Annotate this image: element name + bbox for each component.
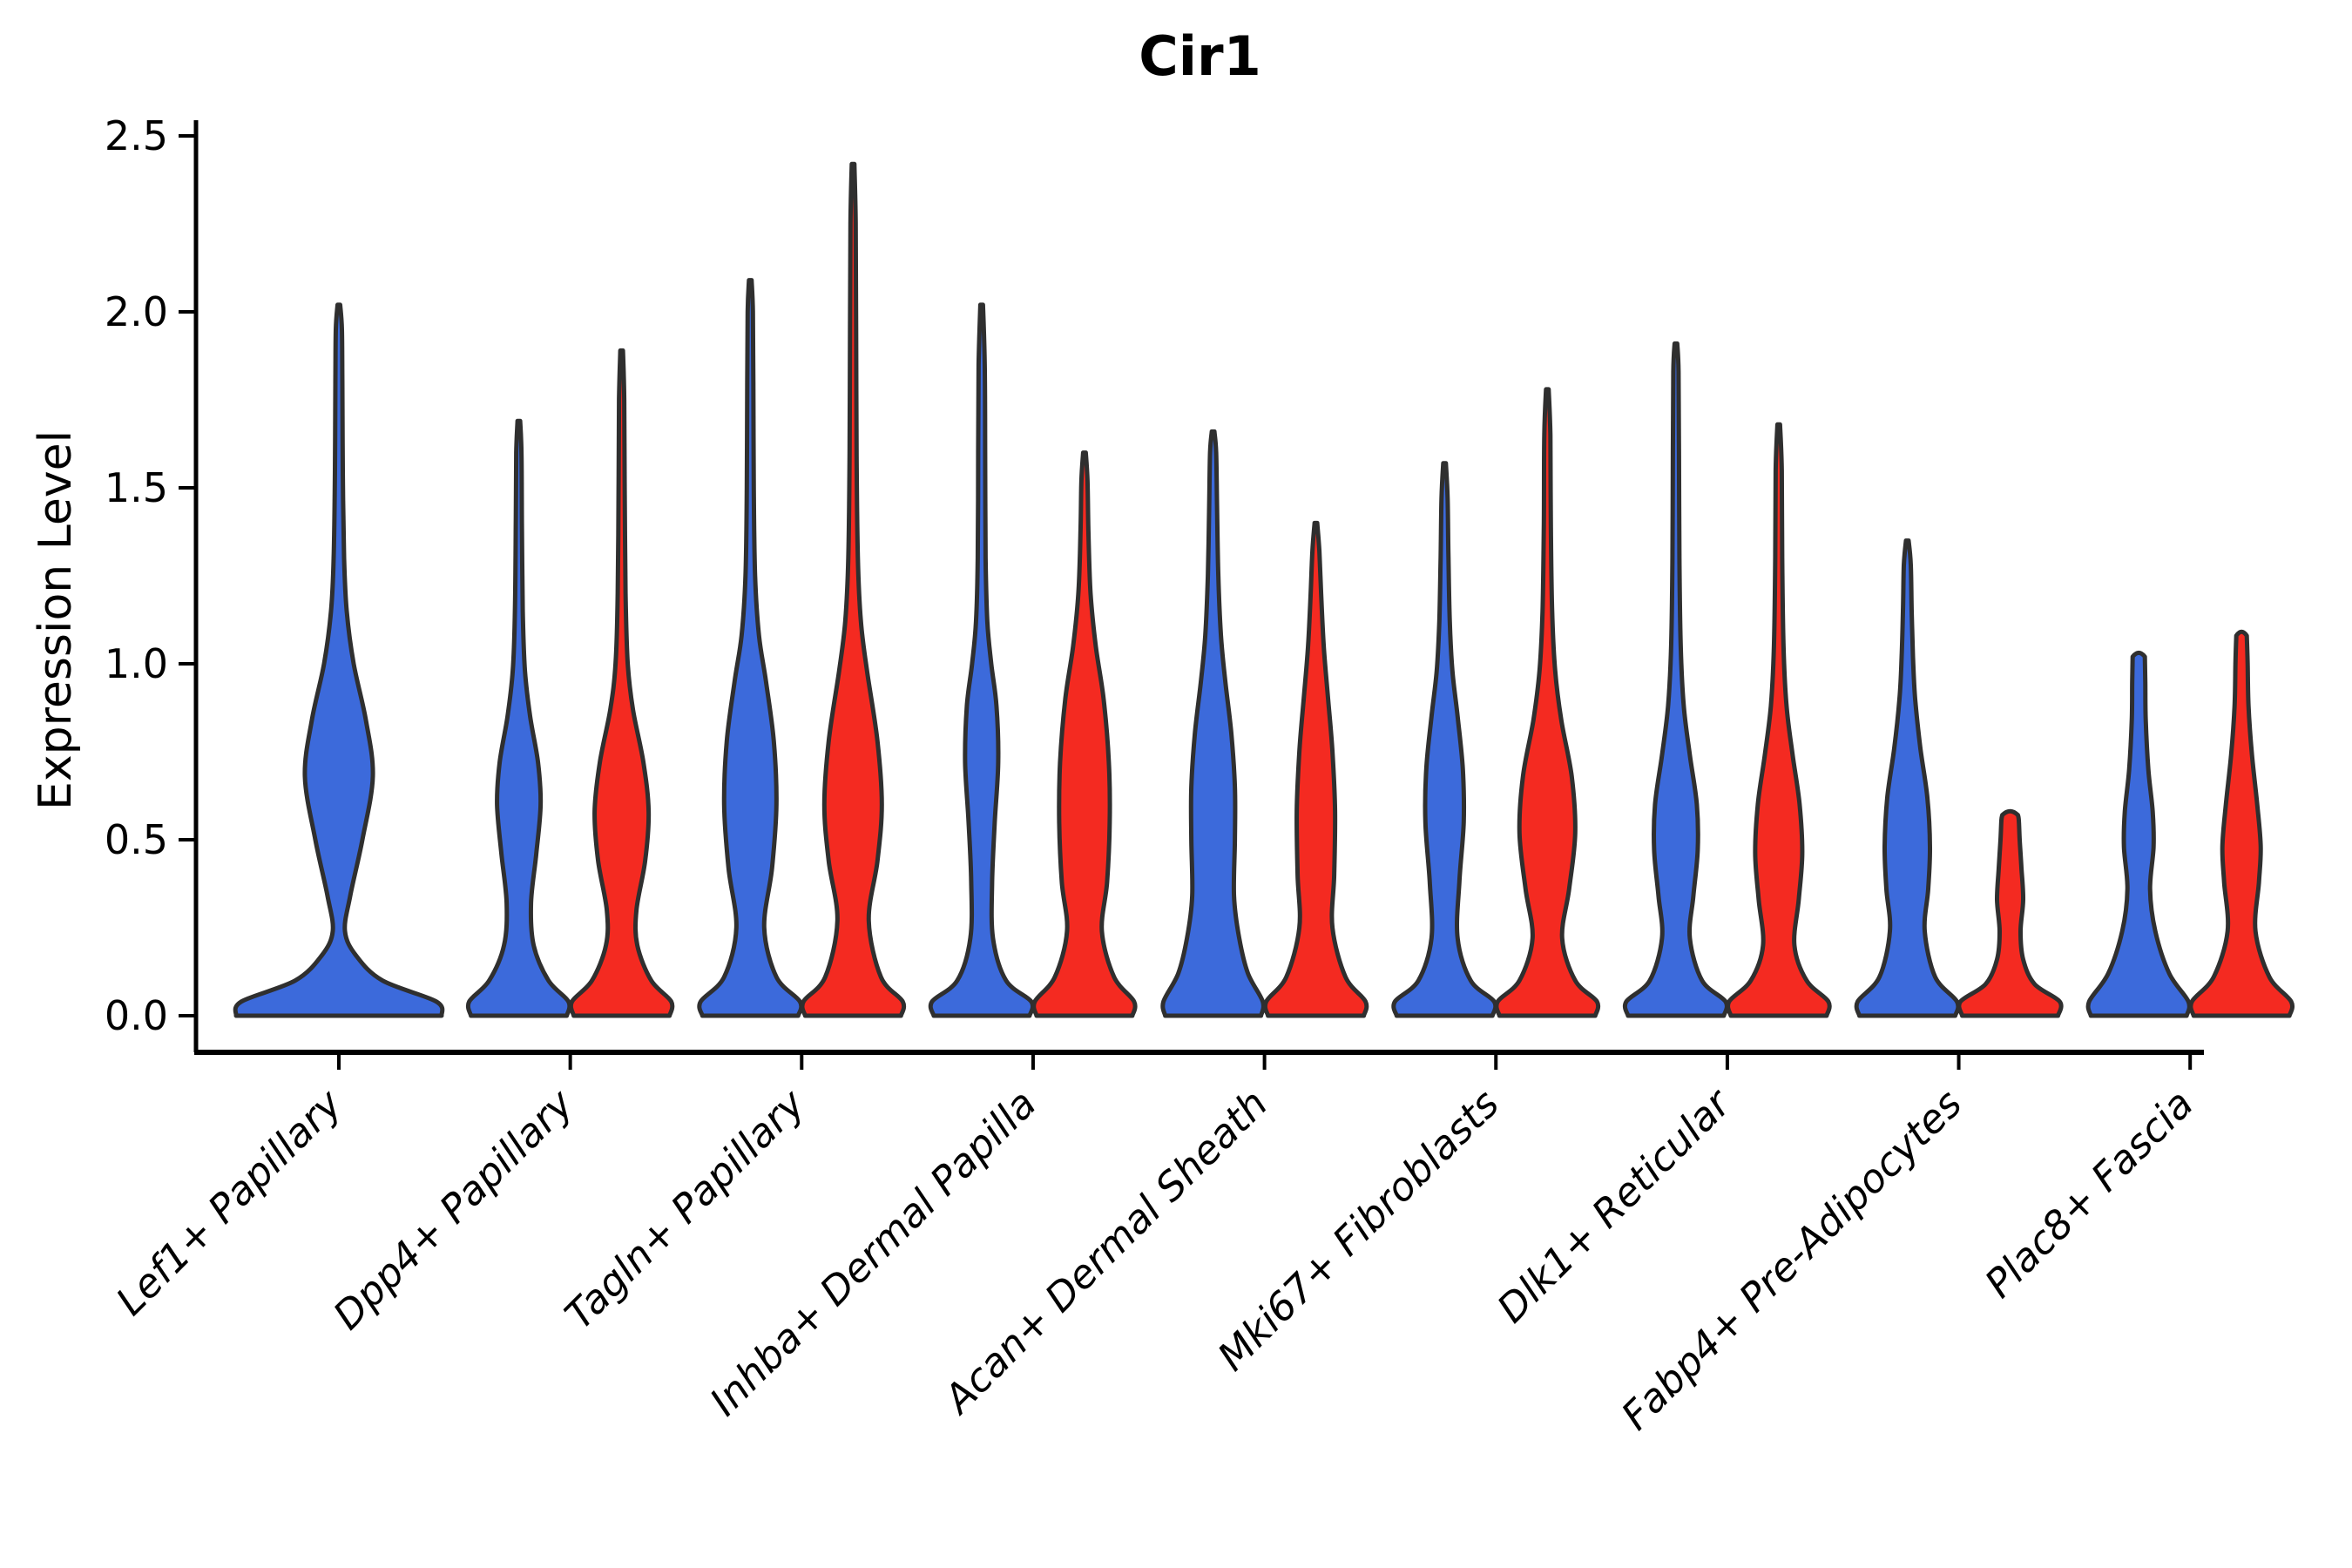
chart-title: Cir1 xyxy=(1139,24,1261,88)
violin-acan-dermal-sheath-blue xyxy=(1160,429,1266,1018)
violin-mki67-fibroblasts-red xyxy=(1494,387,1601,1018)
violin-fabp4-pre-adipocytes-blue xyxy=(1854,538,1961,1018)
violin-lef1-papillary-blue xyxy=(233,302,445,1018)
violin-mki67-fibroblasts-blue xyxy=(1391,461,1498,1018)
violin-dpp4-papillary-blue xyxy=(465,418,572,1018)
violin-dlk1-reticular-blue xyxy=(1622,341,1729,1018)
x-tick-label: Lef1+ Papillary xyxy=(107,1079,352,1324)
x-tick-label: Tagln+ Papillary xyxy=(556,1079,814,1338)
violin-inhba-dermal-papilla-blue xyxy=(928,302,1036,1018)
violin-inhba-dermal-papilla-red xyxy=(1031,450,1138,1018)
y-tick-label: 1.0 xyxy=(105,640,168,687)
y-tick-label: 2.0 xyxy=(105,288,168,335)
violin-dlk1-reticular-red xyxy=(1726,422,1832,1018)
violin-tagln-papillary-blue xyxy=(697,278,804,1018)
x-tick-label: Dlk1+ Reticular xyxy=(1488,1079,1740,1332)
violin-dpp4-papillary-red xyxy=(568,348,675,1018)
y-tick-label: 1.5 xyxy=(105,464,168,511)
violin-fabp4-pre-adipocytes-red xyxy=(1957,808,2064,1018)
x-tick-label: Dpp4+ Papillary xyxy=(324,1079,583,1338)
y-tick-label: 2.5 xyxy=(105,112,168,159)
violin-plac8-fascia-blue xyxy=(2085,650,2192,1018)
x-tick-label: Plac8+ Fascia xyxy=(1976,1080,2202,1307)
y-tick-label: 0.0 xyxy=(105,992,168,1039)
violin-tagln-papillary-red xyxy=(800,161,907,1018)
violin-acan-dermal-sheath-red xyxy=(1262,520,1369,1018)
y-tick-label: 0.5 xyxy=(105,816,168,863)
violin-plac8-fascia-red xyxy=(2188,629,2295,1018)
y-axis-label: Expression Level xyxy=(30,429,82,811)
